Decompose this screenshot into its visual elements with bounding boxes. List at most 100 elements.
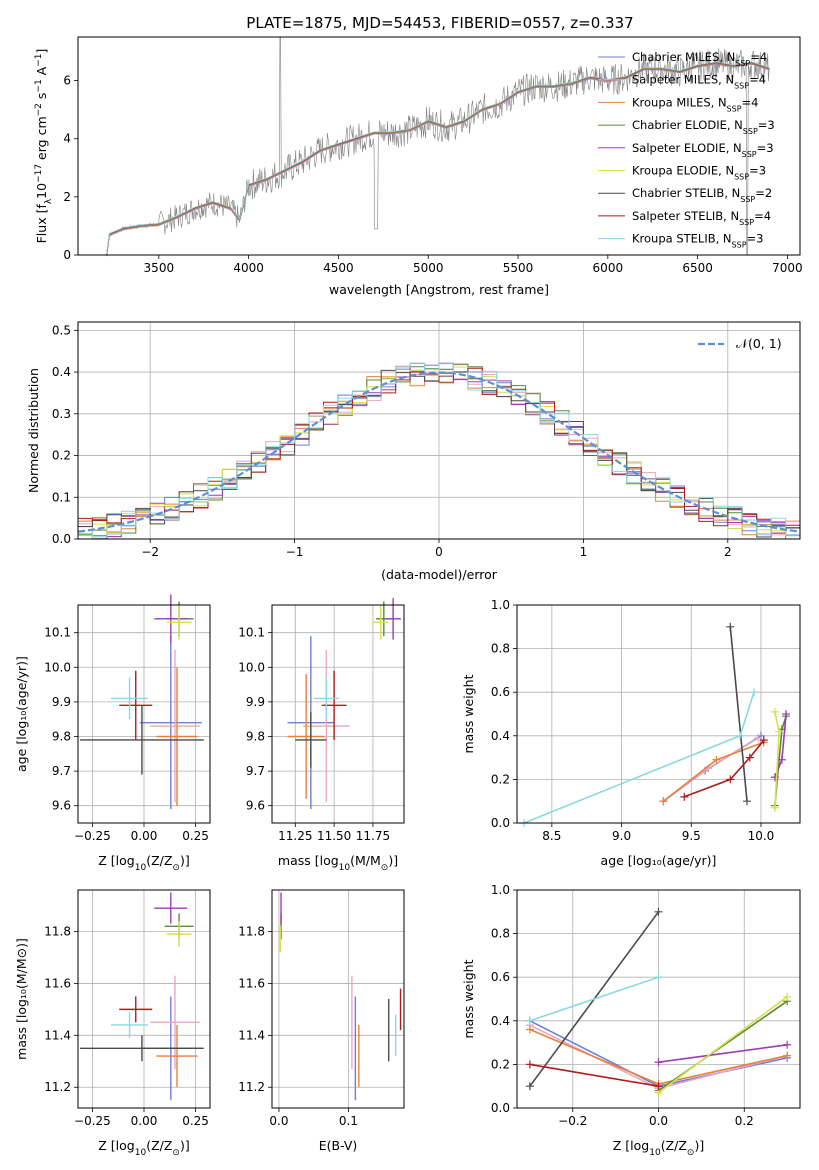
x-axis-label: Z [log10(Z/Z⊙)] bbox=[98, 1138, 189, 1158]
weight-point-marker bbox=[754, 733, 763, 742]
x-tick-label: 7000 bbox=[772, 261, 803, 275]
weight-point-marker bbox=[525, 1082, 534, 1091]
weight-point-marker bbox=[654, 907, 663, 916]
residual-histogram bbox=[78, 362, 800, 538]
weight-series-line bbox=[529, 976, 659, 1022]
weight-point-marker bbox=[759, 736, 768, 745]
weight-point-marker bbox=[775, 727, 784, 736]
y-tick-label: 11.8 bbox=[44, 925, 71, 939]
y-tick-label: 11.4 bbox=[238, 1028, 265, 1042]
x-axis-label: Z [log10(Z/Z⊙)] bbox=[613, 1138, 704, 1158]
legend-label: Chabrier STELIB, NSSP=2 bbox=[632, 186, 772, 204]
y-tick-label: 0.2 bbox=[491, 772, 510, 786]
y-tick-label: 0.0 bbox=[491, 816, 510, 830]
y-tick-label: 0.2 bbox=[491, 1057, 510, 1071]
y-tick-label: 0.6 bbox=[491, 685, 510, 699]
x-tick-label: 9.5 bbox=[682, 829, 701, 843]
weight-point-marker bbox=[712, 755, 721, 764]
weight-point-marker bbox=[659, 797, 668, 806]
y-tick-label: 9.8 bbox=[52, 729, 71, 743]
weight-series-line bbox=[729, 626, 748, 802]
y-tick-label: 9.6 bbox=[246, 799, 265, 813]
x-tick-label: 0.2 bbox=[735, 1114, 754, 1128]
weight-series-line bbox=[529, 1063, 659, 1087]
weight-point-marker bbox=[743, 797, 752, 806]
y-tick-label: 0.4 bbox=[491, 1014, 510, 1028]
weight-series-line bbox=[662, 741, 765, 802]
y-tick-label: 9.8 bbox=[246, 729, 265, 743]
y-tick-label: 2 bbox=[63, 190, 71, 204]
x-tick-label: 11.25 bbox=[278, 829, 312, 843]
y-tick-label: 4 bbox=[63, 132, 71, 146]
x-tick-label: 3500 bbox=[144, 261, 175, 275]
x-tick-label: 8.5 bbox=[542, 829, 561, 843]
y-tick-label: 11.2 bbox=[44, 1080, 71, 1094]
spectrum-model-line bbox=[106, 63, 770, 257]
weight-series-line bbox=[658, 1044, 788, 1063]
weight-point-marker bbox=[525, 1016, 534, 1025]
y-tick-label: 9.7 bbox=[246, 764, 265, 778]
axes-frame bbox=[77, 889, 211, 1109]
y-tick-label: 0.6 bbox=[491, 970, 510, 984]
gaussian-reference-line bbox=[77, 371, 801, 533]
weight-point-marker bbox=[782, 710, 791, 718]
y-tick-label: 9.9 bbox=[52, 695, 71, 709]
legend-label: Kroupa STELIB, NSSP=3 bbox=[632, 232, 763, 250]
spectrum-model-line bbox=[106, 63, 770, 256]
weight-point-marker bbox=[783, 1040, 792, 1049]
axes-frame bbox=[516, 604, 801, 824]
x-axis-label: wavelength [Angstrom, rest frame] bbox=[329, 282, 549, 297]
y-tick-label: 11.6 bbox=[44, 976, 71, 990]
weight-series-line bbox=[658, 1000, 788, 1092]
x-axis-label: E(B-V) bbox=[319, 1138, 358, 1153]
legend-label: Salpeter ELODIE, NSSP=3 bbox=[632, 141, 774, 159]
x-tick-label: 0.0 bbox=[649, 1114, 668, 1128]
y-tick-label: 10.1 bbox=[238, 626, 265, 640]
y-tick-label: 11.8 bbox=[238, 925, 265, 939]
x-tick-label: −0.2 bbox=[558, 1114, 587, 1128]
x-tick-label: 11.75 bbox=[356, 829, 390, 843]
x-tick-label: 0.0 bbox=[269, 1114, 288, 1128]
x-tick-label: 4500 bbox=[323, 261, 354, 275]
y-tick-label: 9.7 bbox=[52, 764, 71, 778]
y-tick-label: 0.2 bbox=[52, 449, 71, 463]
x-tick-label: 6000 bbox=[593, 261, 624, 275]
legend-label: Kroupa ELODIE, NSSP=3 bbox=[632, 164, 766, 182]
y-tick-label: 11.4 bbox=[44, 1028, 71, 1042]
spectrum-model-line bbox=[106, 62, 770, 255]
axes-frame bbox=[271, 604, 405, 824]
y-tick-label: 1.0 bbox=[491, 883, 510, 897]
weight-point-marker bbox=[654, 1082, 663, 1091]
spectrum-model-line bbox=[106, 62, 770, 255]
weight-point-marker bbox=[777, 755, 786, 764]
x-tick-label: 5500 bbox=[503, 261, 534, 275]
y-tick-label: 10.0 bbox=[238, 660, 265, 674]
x-tick-label: 1 bbox=[580, 545, 588, 559]
y-tick-label: 10.0 bbox=[44, 660, 71, 674]
weight-point-marker bbox=[525, 1025, 534, 1034]
y-tick-label: 0.8 bbox=[491, 927, 510, 941]
spectrum-model-line bbox=[106, 61, 770, 254]
y-axis-label: age [log₁₀(age/yr)] bbox=[14, 656, 29, 772]
x-tick-label: 0.00 bbox=[131, 1114, 158, 1128]
y-tick-label: 0.5 bbox=[52, 323, 71, 337]
x-tick-label: −2 bbox=[141, 545, 159, 559]
legend-label: Salpeter STELIB, NSSP=4 bbox=[632, 209, 771, 227]
y-tick-label: 0.0 bbox=[52, 532, 71, 546]
weight-point-marker bbox=[680, 792, 689, 801]
weight-series-line bbox=[658, 996, 788, 1094]
y-axis-label: mass weight bbox=[461, 959, 476, 1038]
y-tick-label: 11.2 bbox=[238, 1080, 265, 1094]
y-axis-label: mass [log₁₀(M/M⊙)] bbox=[14, 938, 29, 1060]
weight-series-line bbox=[684, 739, 765, 798]
weight-series-line bbox=[523, 691, 755, 824]
y-tick-label: 0.3 bbox=[52, 407, 71, 421]
axes-frame bbox=[516, 889, 801, 1109]
spectrum-model-line bbox=[106, 61, 770, 255]
y-axis-label: Flux [fλ10−17 erg cm−2 s−1 A−1] bbox=[34, 49, 54, 244]
x-tick-label: 0.25 bbox=[182, 829, 209, 843]
weight-point-marker bbox=[770, 773, 779, 782]
y-tick-label: 0.0 bbox=[491, 1101, 510, 1115]
x-tick-label: 0.00 bbox=[131, 829, 158, 843]
